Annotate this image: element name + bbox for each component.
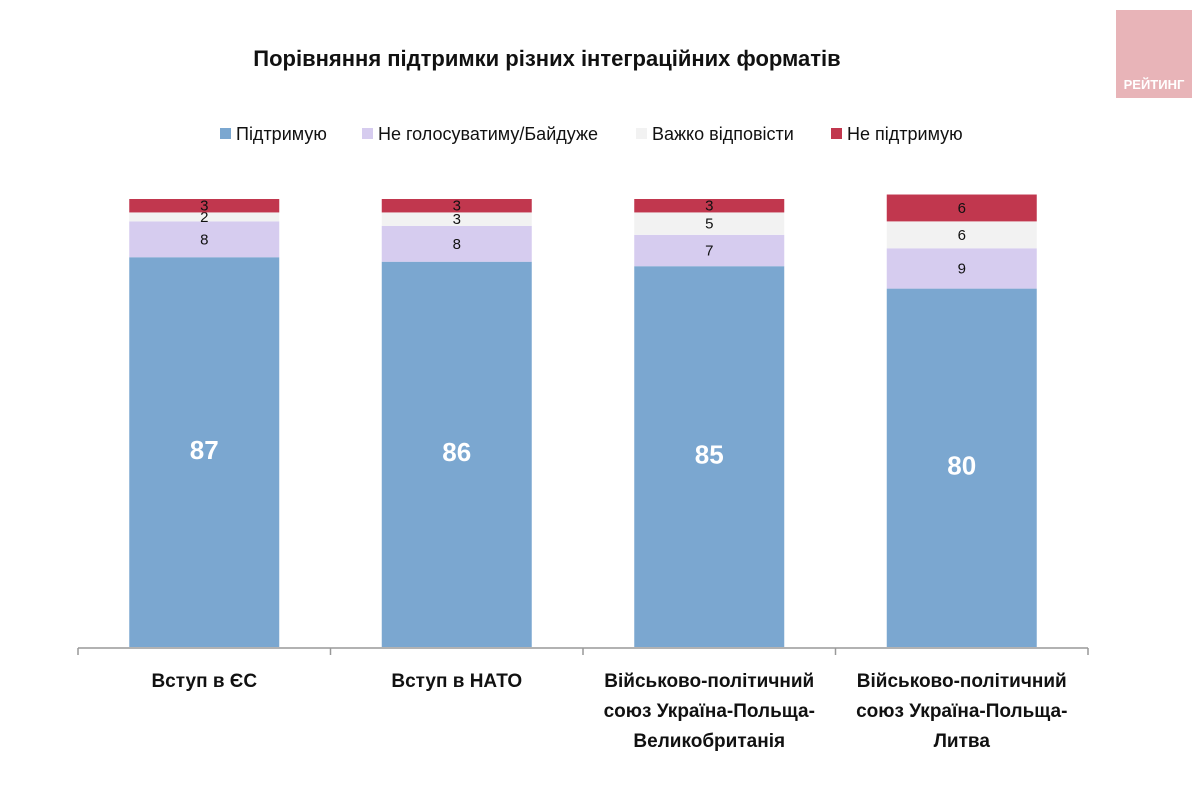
bar-segment <box>129 199 280 213</box>
data-label: 80 <box>947 451 976 481</box>
legend-swatch <box>831 128 842 139</box>
legend-label: Важко відповісти <box>652 124 794 144</box>
bar-segment <box>129 212 280 222</box>
bar-segment <box>886 248 1037 289</box>
data-label: 6 <box>958 227 966 244</box>
data-label: 8 <box>453 236 461 253</box>
bar-segment <box>634 199 785 213</box>
bar-segment <box>634 212 785 235</box>
data-label: 86 <box>442 437 471 467</box>
bar-segment <box>634 234 785 267</box>
data-label: 5 <box>705 216 713 233</box>
legend-label: Не підтримую <box>847 124 963 144</box>
data-label: 3 <box>453 198 461 215</box>
data-label: 7 <box>705 242 713 259</box>
bar-segment <box>381 261 532 647</box>
data-label: 2 <box>200 209 208 226</box>
x-tick-label: Вступ в ЄС <box>151 671 258 692</box>
bar-segment <box>381 199 532 213</box>
bar-segment <box>129 257 280 647</box>
x-tick-label: Військово-політичний союз Україна-Польща… <box>603 671 815 752</box>
data-label: 9 <box>958 260 966 277</box>
data-label: 8 <box>200 231 208 248</box>
data-label: 85 <box>695 439 724 469</box>
data-label: 87 <box>190 435 219 465</box>
bar-segment <box>886 288 1037 647</box>
bar-segment <box>381 212 532 226</box>
bar-segment <box>886 194 1037 222</box>
legend-swatch <box>362 128 373 139</box>
data-label: 3 <box>200 198 208 215</box>
bar-segment <box>634 266 785 647</box>
legend-swatch <box>636 128 647 139</box>
bar-segment <box>886 221 1037 249</box>
legend-label: Не голосуватиму/Байдуже <box>378 124 598 144</box>
legend-swatch <box>220 128 231 139</box>
logo: РЕЙТИНГ <box>1116 10 1192 98</box>
chart-title: Порівняння підтримки різних інтеграційни… <box>253 46 840 71</box>
bar-segment <box>129 221 280 258</box>
x-tick-label: Військово-політичний союз Україна-Польща… <box>856 671 1068 752</box>
legend-label: Підтримую <box>236 124 327 144</box>
x-tick-label: Вступ в НАТО <box>391 671 523 692</box>
data-label: 3 <box>453 211 461 228</box>
data-label: 6 <box>958 200 966 217</box>
data-label: 3 <box>705 198 713 215</box>
bar-segment <box>381 225 532 262</box>
